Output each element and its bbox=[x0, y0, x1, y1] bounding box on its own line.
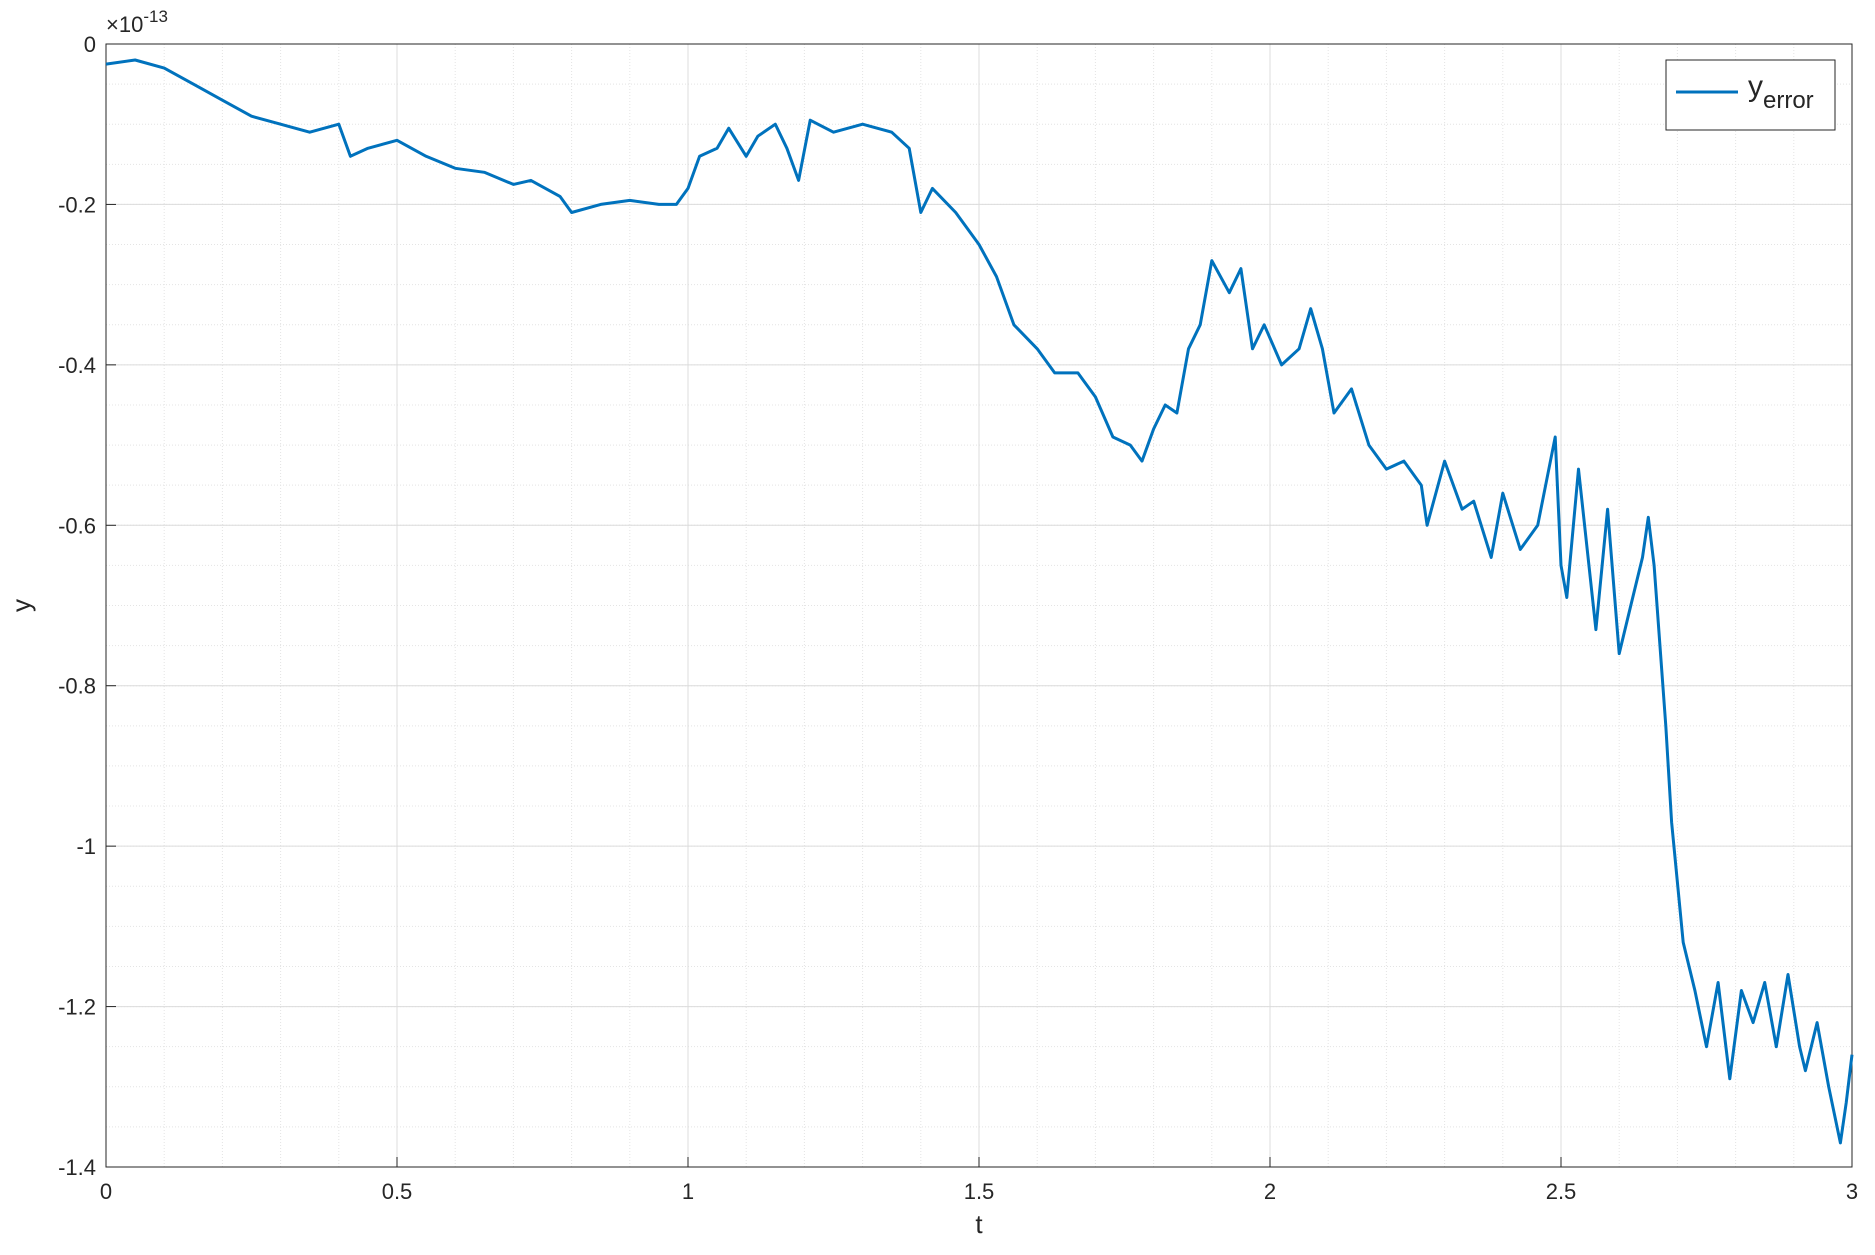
x-tick-label: 1 bbox=[682, 1179, 694, 1204]
y-axis-label: y bbox=[6, 599, 36, 612]
y-tick-label: 0 bbox=[84, 32, 96, 57]
axis-multiplier: ×10-13 bbox=[106, 7, 168, 37]
x-tick-label: 3 bbox=[1846, 1179, 1858, 1204]
x-axis-label: t bbox=[975, 1209, 983, 1239]
x-tick-label: 2.5 bbox=[1546, 1179, 1577, 1204]
x-tick-label: 1.5 bbox=[964, 1179, 995, 1204]
x-tick-label: 0 bbox=[100, 1179, 112, 1204]
y-tick-label: -0.6 bbox=[58, 513, 96, 538]
x-tick-label: 2 bbox=[1264, 1179, 1276, 1204]
y-tick-label: -0.8 bbox=[58, 674, 96, 699]
multiplier-base: ×10 bbox=[106, 12, 143, 37]
legend-label: yerror bbox=[1748, 70, 1814, 114]
x-tick-label: 0.5 bbox=[382, 1179, 413, 1204]
y-tick-label: -0.2 bbox=[58, 192, 96, 217]
legend-box bbox=[1665, 59, 1836, 131]
y-tick-label: -1.4 bbox=[58, 1155, 96, 1180]
axes-box bbox=[105, 43, 1853, 1168]
data-line bbox=[105, 58, 1854, 1145]
y-tick-label: -1.2 bbox=[58, 995, 96, 1020]
legend-subscript: error bbox=[1763, 87, 1814, 114]
multiplier-exponent: -13 bbox=[143, 7, 168, 26]
legend-name: y bbox=[1748, 70, 1763, 103]
y-tick-label: -0.4 bbox=[58, 353, 96, 378]
y-tick-label: -1 bbox=[76, 834, 96, 859]
